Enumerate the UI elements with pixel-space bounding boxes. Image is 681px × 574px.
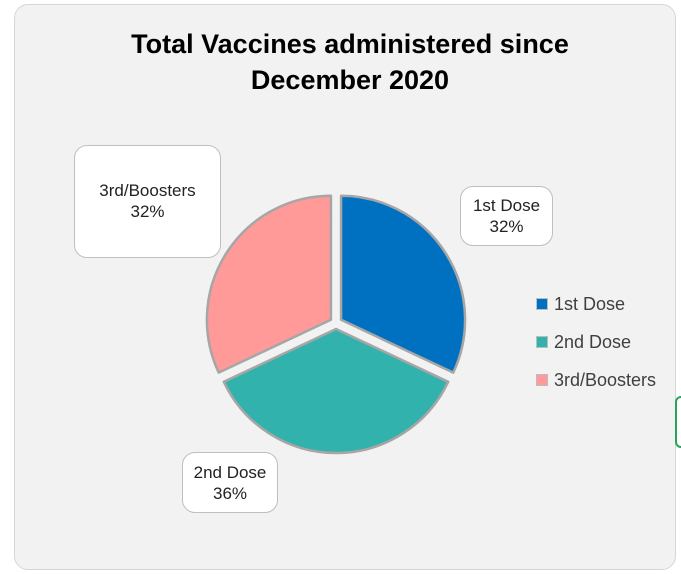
legend-label-1st-dose: 1st Dose [554, 293, 626, 314]
legend-swatch-1st-dose [536, 298, 548, 310]
data-label-1st-dose-name: 1st Dose [472, 196, 541, 215]
legend-swatch-2nd-dose [536, 336, 548, 348]
data-label-3rd-boosters-value: 32% [130, 202, 165, 221]
data-label-2nd-dose: 2nd Dose 36% [182, 452, 278, 513]
legend-swatch-3rd-boosters [536, 374, 548, 386]
edge-shape-fragment [675, 396, 681, 448]
data-label-2nd-dose-value: 36% [212, 483, 248, 503]
data-label-3rd-boosters-name: 3rd/Boosters [99, 181, 196, 200]
legend-item-3rd-boosters: 3rd/Boosters [536, 361, 656, 399]
chart-title: Total Vaccines administered since Decemb… [40, 26, 660, 98]
pie-slice-2nd-dose [222, 327, 450, 455]
legend-item-1st-dose: 1st Dose [536, 285, 656, 323]
legend: 1st Dose 2nd Dose 3rd/Boosters [536, 285, 656, 399]
pie-slice-1st-dose [339, 194, 467, 374]
chart-title-line-2: December 2020 [250, 65, 450, 95]
data-label-1st-dose-value: 32% [489, 217, 524, 236]
data-label-2nd-dose-name: 2nd Dose [193, 462, 267, 482]
data-label-1st-dose: 1st Dose 32% [460, 186, 553, 246]
legend-item-2nd-dose: 2nd Dose [536, 323, 656, 361]
data-label-3rd-boosters: 3rd/Boosters 32% [74, 145, 221, 258]
pie-slice-3rd-boosters [205, 194, 333, 374]
chart-title-line-1: Total Vaccines administered since [131, 29, 569, 59]
legend-label-3rd-boosters: 3rd/Boosters [554, 369, 657, 390]
legend-label-2nd-dose: 2nd Dose [554, 331, 632, 352]
